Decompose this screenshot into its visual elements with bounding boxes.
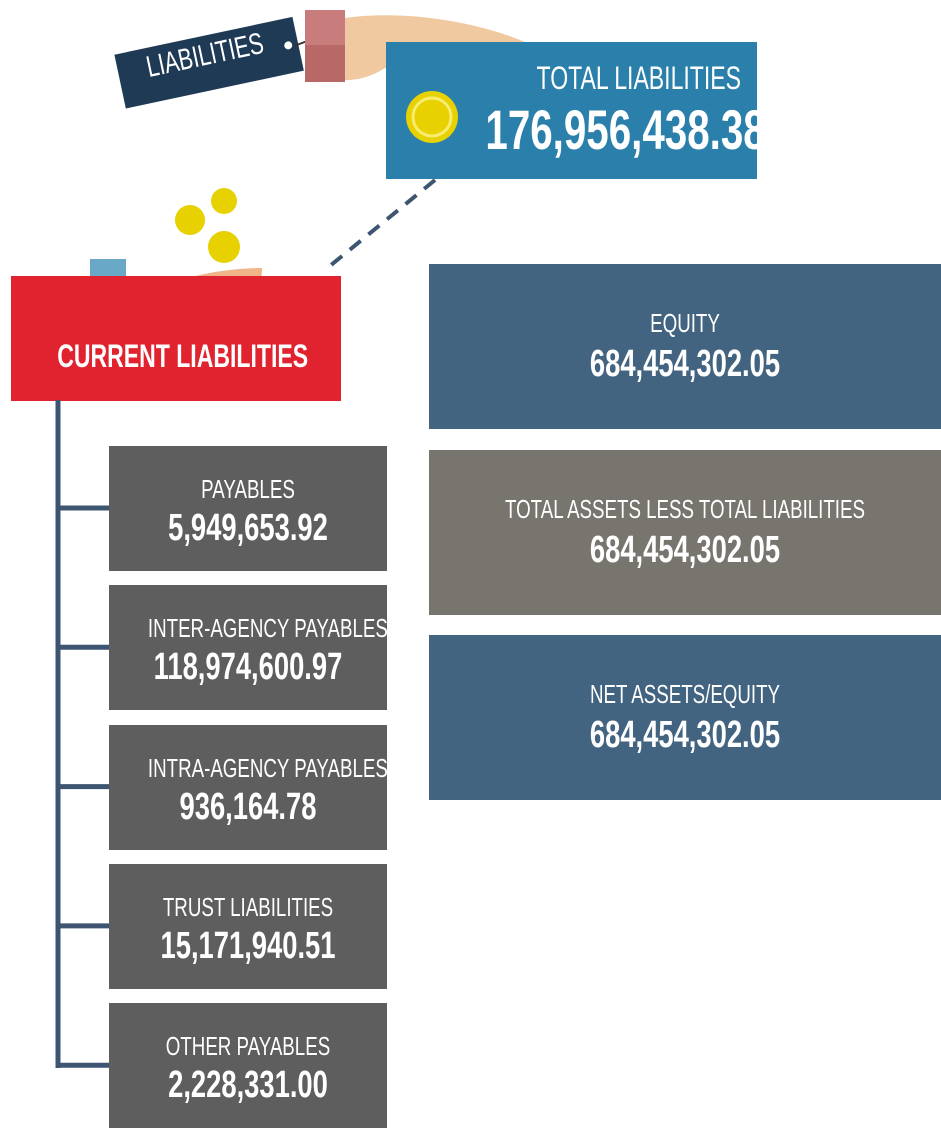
coins xyxy=(175,188,240,263)
total-label: TOTAL LIABILITIES xyxy=(536,60,741,96)
item-value: 936,164.78 xyxy=(179,785,317,828)
tree xyxy=(55,400,109,1068)
item: TRUST LIABILITIES 15,171,940.51 xyxy=(109,863,387,989)
summary: TOTAL ASSETS LESS TOTAL LIABILITIES 684,4… xyxy=(429,449,941,615)
item: OTHER PAYABLES 2,228,331.00 xyxy=(109,1003,387,1128)
summary-value: 684,454,302.05 xyxy=(589,343,781,385)
item-label: OTHER PAYABLES xyxy=(165,1031,331,1062)
item-label: TRUST LIABILITIES xyxy=(162,891,334,922)
item-value: 118,974,600.97 xyxy=(153,646,343,689)
total: TOTAL LIABILITIES 176,956,438.38 xyxy=(386,60,766,162)
current: CURRENT LIABILITIES xyxy=(11,338,341,375)
summary-label: NET ASSETS/EQUITY xyxy=(589,679,781,709)
item-label: INTRA-AGENCY PAYABLES xyxy=(147,752,388,783)
tag xyxy=(114,16,304,109)
summary-value: 684,454,302.05 xyxy=(589,528,781,571)
item-value: 15,171,940.51 xyxy=(160,924,336,967)
summary-value: 684,454,302.05 xyxy=(589,714,781,756)
summary-label: TOTAL ASSETS LESS TOTAL LIABILITIES xyxy=(505,493,865,524)
item-label: PAYABLES xyxy=(201,474,295,504)
item-value: 5,949,653.92 xyxy=(168,507,328,549)
item: PAYABLES 5,949,653.92 xyxy=(109,446,387,571)
item-label: INTER-AGENCY PAYABLES xyxy=(147,613,388,644)
total-value: 176,956,438.38 xyxy=(485,98,766,161)
item: INTRA-AGENCY PAYABLES 936,164.78 xyxy=(109,724,388,850)
summary: EQUITY 684,454,302.05 xyxy=(429,264,941,429)
item: INTER-AGENCY PAYABLES 118,974,600.97 xyxy=(109,585,388,711)
current-label: CURRENT LIABILITIES xyxy=(57,338,309,374)
summary: NET ASSETS/EQUITY 684,454,302.05 xyxy=(429,635,941,800)
current-box xyxy=(11,276,341,401)
item-value: 2,228,331.00 xyxy=(168,1064,328,1107)
connector xyxy=(323,178,437,272)
summary-label: EQUITY xyxy=(650,308,720,338)
